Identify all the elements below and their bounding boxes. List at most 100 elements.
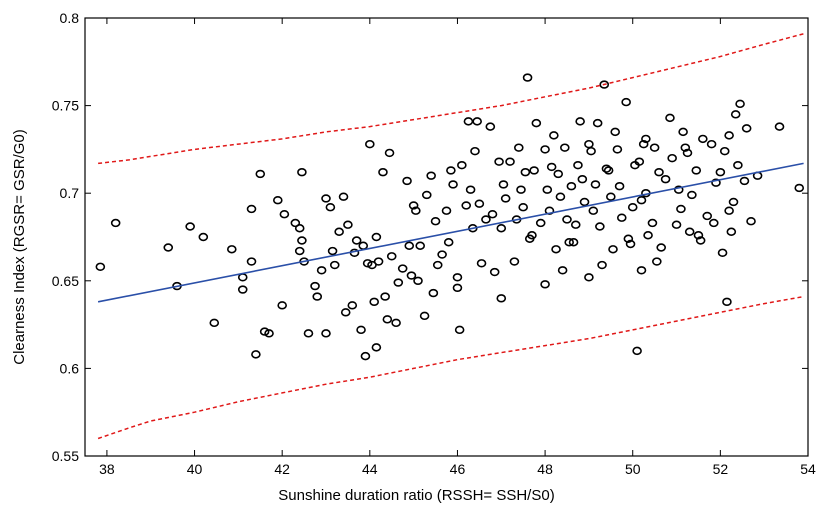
- data-point: [509, 257, 520, 266]
- data-point: [198, 232, 209, 242]
- data-point: [625, 239, 636, 249]
- data-point: [255, 169, 266, 179]
- data-point: [695, 236, 706, 245]
- data-point: [665, 113, 675, 123]
- data-point: [452, 273, 463, 282]
- data-point: [303, 329, 314, 338]
- data-point: [575, 117, 585, 126]
- plot-area: [95, 33, 805, 440]
- data-point: [579, 197, 590, 207]
- data-point: [428, 288, 439, 298]
- data-point: [656, 243, 667, 252]
- data-point: [588, 206, 599, 215]
- data-point: [452, 283, 463, 293]
- data-point: [384, 148, 395, 158]
- data-point: [321, 329, 331, 338]
- data-point: [522, 73, 533, 82]
- data-point: [774, 122, 785, 131]
- data-point: [494, 157, 504, 166]
- data-point: [693, 231, 704, 240]
- data-point: [544, 206, 555, 215]
- data-point: [678, 127, 688, 137]
- data-point: [715, 167, 726, 177]
- y-tick-label: 0.6: [60, 360, 80, 376]
- data-point: [570, 220, 581, 229]
- data-point: [684, 227, 695, 236]
- data-point: [481, 215, 491, 224]
- data-point: [595, 222, 605, 231]
- data-point: [577, 174, 588, 184]
- y-tick-label: 0.65: [52, 273, 79, 289]
- data-point: [728, 197, 739, 207]
- data-point: [237, 273, 248, 282]
- data-point: [586, 146, 596, 156]
- data-point: [535, 218, 546, 228]
- data-point: [735, 99, 745, 109]
- data-point: [347, 301, 358, 310]
- data-point: [546, 162, 557, 172]
- data-point: [472, 117, 482, 126]
- data-point: [654, 167, 664, 177]
- data-point: [290, 218, 301, 228]
- data-point: [371, 232, 382, 242]
- data-point: [373, 257, 384, 266]
- data-point: [351, 236, 362, 245]
- y-tick-label: 0.75: [52, 98, 79, 114]
- data-point: [163, 243, 174, 252]
- data-point: [719, 146, 730, 156]
- data-point: [246, 204, 257, 214]
- data-point: [391, 318, 401, 328]
- plot-frame: [84, 17, 809, 457]
- data-point: [680, 143, 691, 152]
- data-point: [673, 185, 684, 194]
- data-point: [95, 262, 106, 271]
- data-point: [616, 213, 627, 222]
- lower-bound-line: [97, 295, 804, 440]
- data-point: [380, 292, 390, 301]
- data-point: [542, 185, 553, 194]
- data-point: [608, 245, 618, 254]
- data-point: [371, 343, 382, 352]
- x-tick-label: 38: [99, 461, 115, 477]
- data-point: [408, 201, 419, 210]
- data-point: [627, 203, 638, 212]
- data-point: [730, 110, 741, 119]
- data-point: [527, 231, 537, 240]
- data-point: [660, 174, 671, 184]
- data-point: [540, 280, 550, 289]
- data-point: [733, 160, 743, 170]
- data-point: [621, 97, 631, 107]
- data-point: [325, 203, 336, 212]
- data-point: [614, 181, 625, 191]
- data-point: [500, 194, 511, 203]
- points-layer: [95, 73, 805, 361]
- data-point: [485, 122, 496, 131]
- data-point: [476, 259, 487, 268]
- data-point: [599, 80, 610, 89]
- data-point: [518, 203, 528, 212]
- data-point: [584, 273, 594, 282]
- data-point: [652, 257, 662, 266]
- data-point: [691, 166, 702, 175]
- data-point: [334, 227, 344, 236]
- data-point: [496, 294, 507, 303]
- y-axis-title: Clearness Index (RGSR= GSR/G0): [11, 129, 28, 365]
- data-point: [415, 241, 426, 250]
- data-point: [237, 285, 248, 294]
- regression-line: [97, 162, 804, 303]
- y-axis-ticks: 0.55 0.6 0.65 0.7 0.75 0.8: [52, 10, 808, 464]
- data-point: [321, 194, 331, 203]
- data-point: [457, 160, 467, 170]
- data-point: [272, 196, 283, 205]
- data-point: [566, 181, 577, 191]
- x-tick-label: 44: [362, 461, 378, 477]
- data-point: [573, 160, 583, 170]
- data-point: [724, 206, 734, 215]
- data-point: [592, 118, 603, 128]
- x-axis-ticks: 38 40 42 44 46 48 50 52 54: [99, 18, 816, 477]
- data-point: [297, 236, 307, 245]
- data-point: [209, 318, 220, 328]
- data-point: [606, 192, 616, 201]
- data-point: [461, 201, 472, 210]
- x-tick-label: 46: [450, 461, 466, 477]
